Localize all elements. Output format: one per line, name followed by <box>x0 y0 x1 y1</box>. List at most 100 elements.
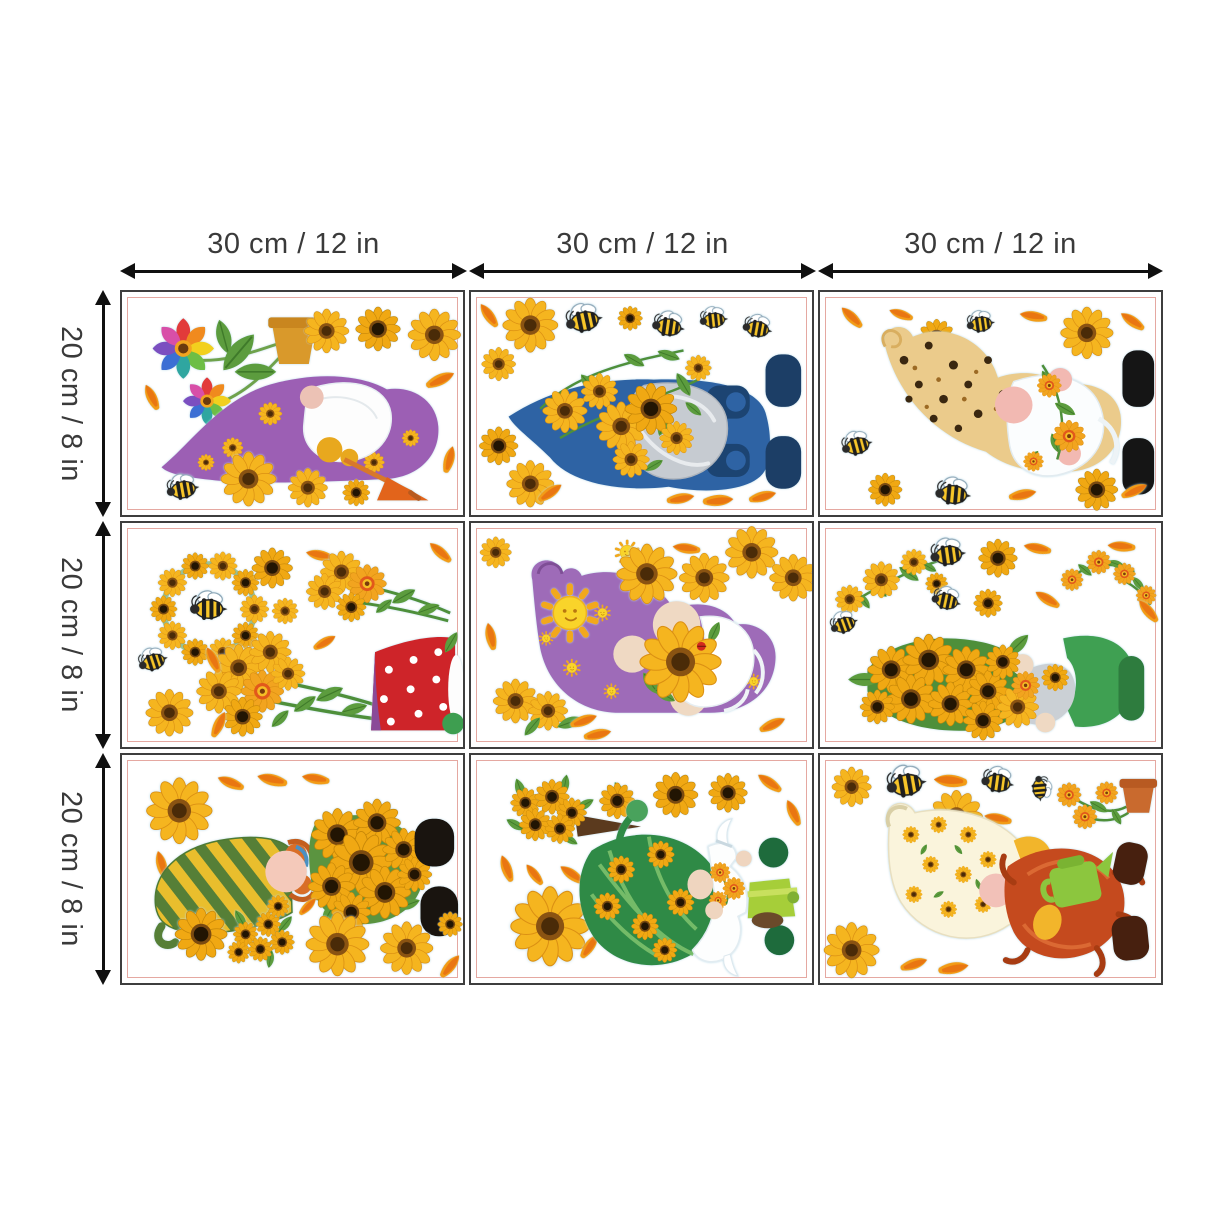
bee-icon <box>562 297 605 334</box>
petal-icon <box>899 954 929 974</box>
bee-icon <box>835 423 877 460</box>
sunflower-icon <box>479 426 519 466</box>
autumn-gnome-sticker <box>885 802 1150 978</box>
top-size-label-2: 30 cm / 12 in <box>556 228 729 260</box>
sunflower-icon <box>831 766 872 808</box>
sheet-8-art <box>497 770 804 977</box>
sheet-cut-border <box>127 528 458 742</box>
sunflower-icon <box>407 308 462 362</box>
height-arrow-2 <box>95 521 111 749</box>
sunflower-branch-sticker <box>834 548 948 614</box>
petal-icon <box>1118 309 1147 334</box>
bee-icon <box>739 308 777 341</box>
sunflower-icon <box>145 777 213 845</box>
bee-icon <box>963 305 998 335</box>
sticker-sheet-grid <box>120 290 1163 985</box>
petal-icon <box>937 959 970 977</box>
sheet-cut-border <box>825 760 1156 978</box>
sunflower-icon <box>502 297 559 353</box>
petal-icon <box>838 304 866 331</box>
arrow-right-icon <box>452 263 467 279</box>
bee-icon <box>978 760 1019 796</box>
petal-icon <box>476 301 501 330</box>
petal-icon <box>437 952 463 981</box>
sunflower-icon <box>506 460 555 508</box>
sticker-sheet-9 <box>818 753 1163 985</box>
sunflower-icon <box>355 306 401 352</box>
petal-icon <box>1107 540 1136 553</box>
sunflower-icon <box>617 305 643 331</box>
bee-icon <box>649 305 690 340</box>
petal-icon <box>440 445 458 475</box>
side-size-label-3: 20 cm / 8 in <box>55 791 87 947</box>
bee-icon <box>935 473 973 504</box>
petal-icon <box>757 714 788 735</box>
petal-icon <box>665 491 696 506</box>
striped-gnome-sticker <box>154 798 459 949</box>
petal-icon <box>426 539 455 566</box>
bee-icon <box>1030 773 1057 804</box>
side-size-label-1: 20 cm / 8 in <box>55 325 87 482</box>
sunflower-icon <box>1075 468 1119 511</box>
arrow-down-icon <box>95 970 111 985</box>
sheet-cut-border <box>825 297 1156 510</box>
sticker-sheet-3 <box>818 290 1163 517</box>
pinwheel-flower-pot-sticker <box>152 317 320 425</box>
width-arrow-1 <box>120 263 467 279</box>
petal-icon <box>141 382 163 412</box>
sunflower-bouquet-sticker <box>305 550 451 623</box>
purple-gnome-sticker <box>161 376 439 501</box>
sticker-sheet-5 <box>469 521 814 749</box>
side-size-label-2: 20 cm / 8 in <box>55 557 87 713</box>
petal-icon <box>582 726 613 743</box>
sunflower-icon <box>978 538 1018 578</box>
sheet-cut-border <box>127 760 458 978</box>
top-size-label-3: 30 cm / 12 in <box>904 228 1077 260</box>
sunflower-icon <box>510 885 591 967</box>
petal-icon <box>423 368 457 392</box>
arrow-down-icon <box>95 734 111 749</box>
sticker-sheet-8 <box>469 753 814 985</box>
petal-icon <box>497 853 517 884</box>
sunflower-icon <box>708 773 748 813</box>
sunflower-icon <box>823 921 880 979</box>
height-arrow-1 <box>95 290 111 517</box>
petal-icon <box>933 773 968 789</box>
sunflower-icon <box>652 771 699 818</box>
petal-icon <box>782 797 804 828</box>
petal-icon <box>702 493 734 508</box>
arrow-right-icon <box>801 263 816 279</box>
sheet-cut-border <box>476 760 807 978</box>
petal-icon <box>755 770 784 796</box>
leopard-gnome-sticker <box>881 327 1155 495</box>
sunflower-icon <box>769 554 812 602</box>
sunflower-icon <box>725 525 779 579</box>
arrow-down-icon <box>95 502 111 517</box>
sunflower-icon <box>1060 306 1114 360</box>
sunflower-icon <box>481 346 517 382</box>
bee-icon <box>883 759 928 798</box>
bee-icon <box>696 301 731 331</box>
height-arrow-3 <box>95 753 111 985</box>
top-size-label-1: 30 cm / 12 in <box>207 228 380 260</box>
sunflower-icon <box>342 478 371 507</box>
leaf-hat-gnome-sticker <box>579 799 800 977</box>
sheet-1-art <box>141 306 462 508</box>
sunflower-icon <box>678 552 730 603</box>
sticker-sheet-6 <box>818 521 1163 749</box>
petal-icon <box>522 861 546 888</box>
width-arrow-3 <box>818 263 1163 279</box>
petal-icon <box>747 488 778 505</box>
petal-icon <box>215 772 246 793</box>
sheet-6-art <box>824 523 1161 741</box>
petal-icon <box>482 622 499 652</box>
arrow-right-icon <box>1148 263 1163 279</box>
sheet-cut-border <box>825 528 1156 742</box>
sheet-2-art <box>476 292 802 508</box>
petal-icon <box>672 541 702 556</box>
red-mushroom-gnome-sticker <box>371 629 463 735</box>
sheet-5-art <box>479 525 812 743</box>
petal-icon <box>1007 486 1038 503</box>
petal-icon <box>1018 309 1049 324</box>
